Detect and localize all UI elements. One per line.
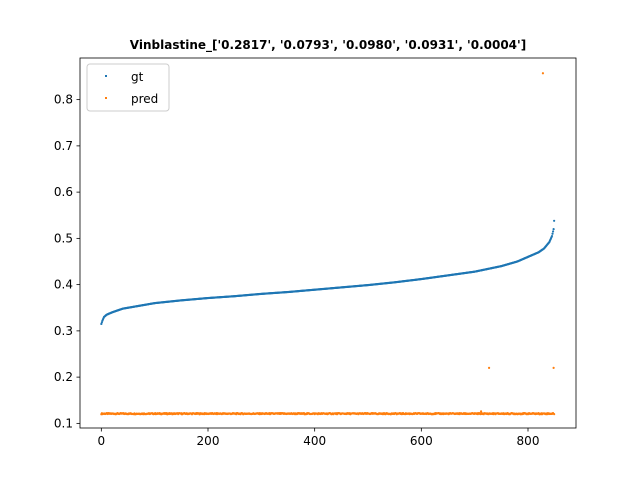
y-tick-label: 0.4: [54, 278, 73, 292]
chart-title: Vinblastine_['0.2817', '0.0793', '0.0980…: [130, 38, 526, 53]
x-tick-label: 400: [303, 434, 326, 448]
legend-marker-gt: [105, 75, 107, 77]
y-tick-label: 0.8: [54, 93, 73, 107]
y-tick-label: 0.6: [54, 185, 73, 199]
axes-frame: [79, 57, 577, 429]
x-tick-label: 800: [517, 434, 540, 448]
gt-point: [550, 234, 554, 238]
plot-area: 0 200 400 600 800 0.1 0.2 0.3 0.4 0.5 0.6 0.7 0.8: [54, 72, 556, 448]
pred-point: [479, 410, 483, 413]
x-tick-label: 600: [410, 434, 433, 448]
legend-label-pred: pred: [131, 92, 158, 106]
pred-point: [541, 72, 545, 75]
y-tick-label: 0.2: [54, 370, 73, 384]
pred-point: [552, 366, 555, 369]
x-tick-label: 0: [98, 434, 106, 448]
legend-marker-pred: [105, 97, 107, 99]
x-tick-label: 200: [197, 434, 220, 448]
gt-point: [553, 219, 556, 222]
legend-box: [86, 63, 170, 112]
pred-point: [487, 366, 491, 369]
y-tick-label: 0.3: [54, 324, 73, 338]
legend-label-gt: gt: [131, 70, 144, 84]
pred-point: [553, 413, 556, 416]
gt-point: [551, 230, 555, 233]
gt-point: [551, 232, 554, 235]
gt-point: [552, 228, 555, 231]
y-tick-label: 0.7: [54, 139, 73, 153]
legend: gt pred: [86, 63, 170, 112]
y-tick-label: 0.1: [54, 416, 73, 430]
y-tick-label: 0.5: [54, 231, 73, 245]
